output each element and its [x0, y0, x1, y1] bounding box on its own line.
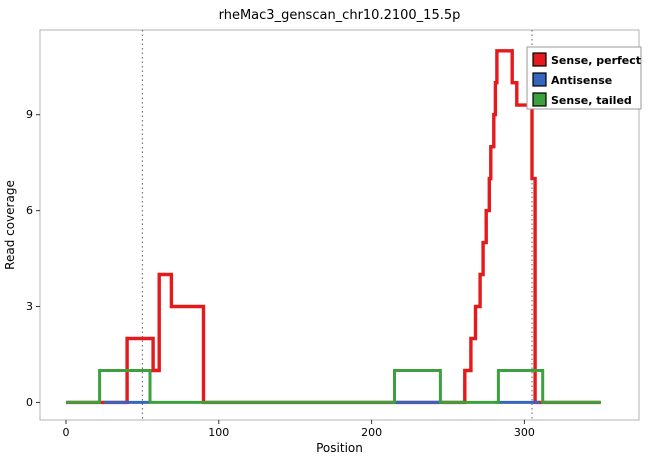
legend-label: Antisense	[551, 74, 612, 87]
x-tick-label: 300	[514, 426, 535, 439]
y-axis-label: Read coverage	[3, 180, 17, 270]
legend-swatch-antisense	[532, 72, 547, 87]
y-tick-label: 3	[26, 300, 33, 313]
legend-label: Sense, tailed	[551, 94, 632, 107]
legend-label: Sense, perfect	[551, 54, 641, 67]
y-tick-label: 6	[26, 204, 33, 217]
legend-swatch-sense-perfect	[532, 52, 547, 67]
chart-title: rheMac3_genscan_chr10.2100_15.5p	[219, 8, 461, 23]
x-tick-label: 200	[361, 426, 382, 439]
y-tick-label: 0	[26, 396, 33, 409]
series-line-sense-tailed	[66, 369, 601, 404]
legend-swatch-sense-tailed	[532, 92, 547, 107]
x-tick-label: 100	[208, 426, 229, 439]
series-line-sense-perfect	[66, 49, 601, 405]
x-axis-label: Position	[316, 441, 363, 455]
x-tick-label: 0	[62, 426, 69, 439]
y-tick-label: 9	[26, 108, 33, 121]
